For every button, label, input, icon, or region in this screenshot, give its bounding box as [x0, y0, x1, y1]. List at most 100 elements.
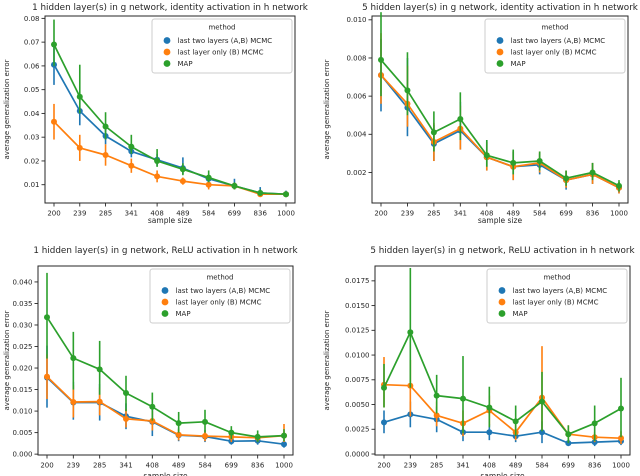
x-tick-label: 200 [377, 462, 390, 470]
series-map [44, 272, 287, 443]
legend-label-last-two-layers-a-b-mcmc: last two layers (A,B) MCMC [178, 37, 273, 45]
x-tick-label: 584 [202, 210, 216, 218]
data-point-marker [154, 157, 161, 164]
subplot-cell-top-left: 0.01 0.02 0.03 0.04 0.05 0.06 0.07 0.08 200 239 28… [0, 0, 320, 238]
data-point-marker [381, 384, 387, 391]
data-point-marker [616, 182, 622, 189]
data-point-marker [433, 412, 440, 419]
x-tick-label: 341 [454, 210, 467, 218]
y-tick-label: 0.010 [12, 407, 32, 415]
series-map [51, 19, 289, 198]
data-point-marker [205, 174, 212, 181]
x-tick-label: 836 [254, 210, 268, 218]
subplot-cell-bottom-right: 0.0000 0.0025 0.0050 0.0075 0.0100 0.0125 0.01… [320, 238, 640, 476]
legend-box [486, 268, 628, 324]
y-axis-label: average generalization error [323, 59, 331, 159]
x-tick-label: 200 [374, 210, 387, 218]
y-tick-label: 0.06 [24, 62, 40, 70]
data-point-marker [254, 433, 261, 440]
data-point-marker [281, 432, 287, 439]
x-tick-label: 408 [483, 462, 496, 470]
data-point-marker [378, 56, 384, 63]
legend-marker-last-layer-only-b-mcmc [496, 48, 504, 56]
data-point-marker [44, 314, 50, 321]
x-tick-label: 836 [586, 210, 600, 218]
y-tick-label: 0.0050 [345, 401, 370, 409]
series-line [46, 316, 285, 438]
legend-marker-last-layer-only-b-mcmc [161, 298, 169, 306]
x-tick-label: 285 [93, 462, 106, 470]
data-point-marker [96, 398, 103, 405]
data-point-marker [76, 144, 83, 151]
legend-label-last-layer-only-b-mcmc: last layer only (B) MCMC [511, 49, 597, 57]
data-point-marker [257, 190, 264, 197]
series-line [46, 376, 285, 446]
y-tick-label: 0.07 [24, 39, 40, 47]
legend: method last two layers (A,B) MCMC last lay… [486, 268, 628, 324]
data-point-marker [539, 398, 545, 405]
x-tick-label: 699 [562, 462, 575, 470]
data-point-marker [96, 366, 103, 373]
data-point-marker [281, 441, 287, 448]
y-tick-label: 0.002 [346, 169, 366, 177]
data-point-marker [539, 429, 545, 436]
x-tick-label: 836 [251, 462, 265, 470]
x-tick-label: 489 [507, 210, 520, 218]
series-line [46, 375, 285, 439]
series-line [380, 59, 620, 187]
legend-label-last-layer-only-b-mcmc: last layer only (B) MCMC [176, 299, 262, 307]
legend-box [151, 18, 293, 74]
legend-box [149, 268, 291, 324]
data-point-marker [512, 418, 519, 425]
data-point-marker [486, 404, 493, 411]
legend: method last two layers (A,B) MCMC last lay… [484, 18, 626, 74]
series-line [380, 74, 620, 189]
y-tick-label: 0.040 [12, 278, 32, 286]
x-tick-label: 239 [67, 462, 80, 470]
data-point-marker [460, 395, 466, 402]
data-point-marker [404, 87, 411, 94]
chart-identity-5-layer: 0.002 0.004 0.006 0.008 0.010 200 239 285 341 408… [323, 3, 639, 225]
series-line [383, 383, 622, 440]
data-point-marker [486, 429, 493, 436]
data-point-marker [128, 162, 135, 169]
x-tick-label: 408 [150, 210, 163, 218]
legend-label-map: MAP [178, 60, 193, 68]
data-point-marker [563, 175, 570, 182]
data-point-marker [433, 392, 440, 399]
data-point-marker [149, 403, 156, 410]
data-point-marker [123, 390, 129, 397]
y-tick-label: 0.03 [24, 134, 40, 142]
data-point-marker [76, 93, 83, 100]
y-tick-label: 0.030 [12, 321, 32, 329]
y-tick-label: 0.0075 [345, 376, 370, 384]
legend-title: method [543, 274, 570, 282]
x-tick-label: 341 [456, 462, 469, 470]
legend-box [484, 18, 626, 74]
data-point-marker [149, 417, 156, 424]
y-tick-label: 0.0025 [345, 426, 370, 434]
legend-marker-last-two-layers-a-b-mcmc [496, 37, 504, 44]
series-line [53, 44, 287, 196]
x-tick-label: 1000 [277, 210, 295, 218]
data-point-marker [283, 191, 289, 198]
x-tick-label: 584 [535, 462, 549, 470]
series-line [383, 331, 622, 436]
x-tick-label: 699 [225, 462, 238, 470]
data-point-marker [202, 418, 208, 425]
y-tick-label: 0.05 [24, 86, 40, 94]
y-tick-label: 0.0100 [345, 351, 370, 359]
y-tick-label: 0.01 [24, 181, 40, 189]
y-tick-label: 0.0000 [345, 450, 370, 458]
x-tick-label: 341 [119, 462, 132, 470]
x-tick-label: 239 [73, 210, 86, 218]
data-point-marker [565, 440, 572, 447]
subplot-title: 1 hidden layer(s) in g network, ReLU act… [33, 246, 298, 256]
x-tick-label: 836 [588, 462, 602, 470]
data-point-marker [179, 178, 186, 185]
y-tick-label: 0.010 [346, 16, 366, 24]
series-line [383, 413, 622, 444]
legend-marker-map [496, 60, 504, 67]
chart-relu-1-layer: 0.000 0.005 0.010 0.015 0.020 0.025 0.030 0.035… [3, 246, 299, 476]
legend-title: method [206, 274, 233, 282]
